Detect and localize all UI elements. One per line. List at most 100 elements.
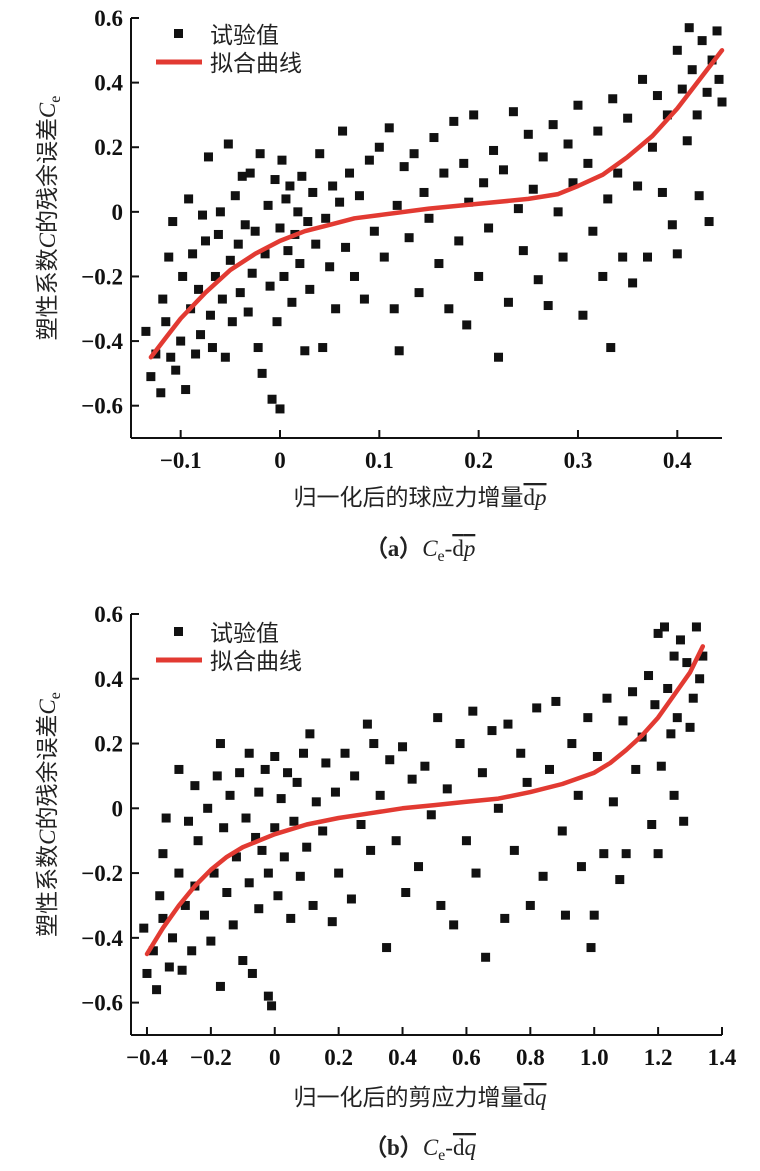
caption-subscript: e	[438, 548, 445, 565]
data-point	[573, 100, 583, 110]
caption-prefix: （b）	[364, 1134, 423, 1160]
data-point	[340, 748, 350, 758]
data-point	[592, 751, 602, 761]
data-point	[439, 168, 449, 178]
data-point	[489, 145, 499, 155]
data-point	[300, 346, 310, 356]
data-point	[560, 910, 570, 920]
data-point	[424, 213, 434, 223]
data-point	[260, 249, 270, 259]
data-point	[401, 888, 411, 898]
data-point	[328, 181, 338, 191]
data-point	[544, 764, 554, 774]
panel-caption: （a）Ce-dp	[365, 535, 476, 565]
y-label-symbol: C	[35, 829, 60, 845]
data-point	[675, 635, 685, 645]
y-label-symbol: C	[35, 232, 60, 248]
data-point	[608, 797, 618, 807]
data-point	[389, 304, 399, 314]
data-point	[369, 739, 379, 749]
data-point	[434, 259, 444, 269]
data-point	[166, 352, 176, 362]
data-point	[275, 223, 285, 233]
x-tick-label: 1.2	[644, 1045, 673, 1070]
data-point	[508, 107, 518, 117]
data-point	[679, 816, 689, 826]
caption-dash: -	[445, 1135, 453, 1160]
data-point	[522, 777, 532, 787]
data-point	[341, 242, 351, 252]
data-point	[281, 194, 291, 204]
data-point	[299, 748, 309, 758]
data-point	[538, 152, 548, 162]
data-point	[714, 74, 724, 84]
x-tick-label: 0.4	[663, 448, 692, 473]
legend-marker-points	[174, 29, 183, 38]
data-point	[669, 790, 679, 800]
legend-label-curve: 拟合曲线	[210, 51, 302, 77]
data-point	[247, 268, 257, 278]
x-tick-label: −0.4	[126, 1045, 168, 1070]
data-point	[321, 758, 331, 768]
data-point	[468, 706, 478, 716]
data-point	[391, 836, 401, 846]
y-label-text: 的残余误差	[35, 118, 61, 233]
data-point	[257, 368, 267, 378]
data-point	[233, 239, 243, 249]
data-point	[493, 803, 503, 813]
data-point	[589, 910, 599, 920]
data-point	[414, 288, 424, 298]
data-point	[283, 768, 293, 778]
y-tick-label: 0.6	[94, 602, 123, 627]
data-point	[235, 288, 245, 298]
y-tick-label: −0.4	[81, 926, 123, 951]
data-point	[247, 968, 257, 978]
data-point	[286, 913, 296, 923]
y-tick-label: 0.4	[94, 667, 123, 692]
chart-panel-b: 0.6 0.4 0.2 0 −0.2 −0.4 −0.6 −0.4 −0.2 0 0.2 0.4 0.6…	[35, 602, 737, 1164]
data-point	[551, 696, 561, 706]
data-point	[481, 952, 491, 962]
data-point	[454, 236, 464, 246]
x-tick-label: 0	[274, 448, 286, 473]
chart-panel-a: 0.6 0.4 0.2 0 −0.2 −0.4 −0.6 −0.1 0 0.1 0.2 0.3 0.4 试…	[35, 6, 727, 565]
data-point	[200, 236, 210, 246]
data-point	[628, 278, 638, 288]
data-point	[599, 849, 609, 859]
x-tick-label: −0.1	[160, 448, 202, 473]
data-point	[176, 336, 186, 346]
data-point	[426, 810, 436, 820]
data-point	[672, 713, 682, 723]
data-point	[303, 217, 313, 227]
data-point	[164, 252, 174, 262]
data-point	[685, 722, 695, 732]
data-point	[295, 259, 305, 269]
data-point	[653, 628, 663, 638]
x-tick-label: 0	[269, 1045, 281, 1070]
data-point	[283, 246, 293, 256]
data-point	[503, 297, 513, 307]
data-point	[254, 787, 264, 797]
data-point	[260, 764, 270, 774]
data-point	[548, 120, 558, 130]
data-point	[263, 868, 273, 878]
y-tick-label: 0	[112, 200, 124, 225]
data-point	[433, 713, 443, 723]
data-point	[287, 297, 297, 307]
data-point	[164, 962, 174, 972]
data-point	[712, 26, 722, 36]
x-tick-label: 1.4	[708, 1045, 737, 1070]
data-point	[205, 310, 215, 320]
data-point	[442, 784, 452, 794]
data-point	[223, 139, 233, 149]
caption-symbol: C	[422, 536, 438, 561]
data-point	[647, 820, 657, 829]
y-axis-label: 塑性系数C的残余误差Ce	[35, 96, 64, 341]
data-point	[207, 343, 217, 353]
data-point	[327, 917, 337, 927]
data-point	[558, 252, 568, 262]
data-point	[345, 168, 355, 178]
data-point	[695, 674, 705, 684]
